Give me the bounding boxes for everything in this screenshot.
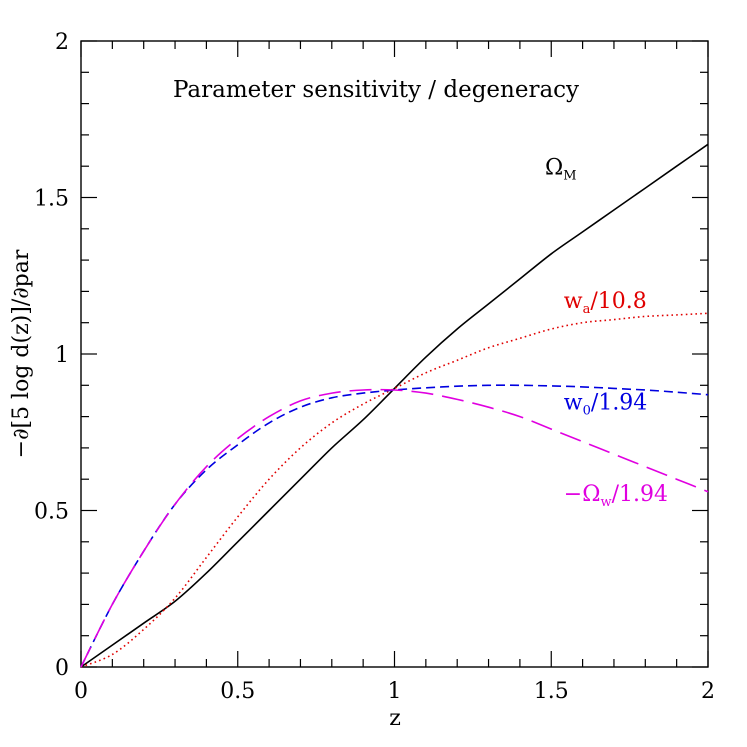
y-tick-label: 1	[55, 343, 69, 368]
y-tick-label: 0	[55, 656, 69, 681]
x-tick-label: 0.5	[220, 679, 255, 704]
wa-series-line	[80, 312, 709, 668]
omega-w-series-line	[80, 388, 709, 668]
ticks	[80, 40, 709, 668]
series-label-main: w	[564, 289, 583, 314]
series-layer	[80, 143, 709, 668]
omega-m-series-line	[80, 143, 709, 668]
y-tick-label: 2	[55, 30, 69, 55]
w0-series-label: w0/1.94	[564, 391, 648, 419]
x-tick-label: 0	[74, 679, 88, 704]
omega-w-series-label: −Ωw/1.94	[564, 482, 668, 510]
x-axis-label: z	[389, 706, 401, 731]
series-label-sub: a	[583, 302, 591, 317]
series-label-sub: w	[600, 495, 611, 510]
series-label-rest: /1.94	[612, 482, 668, 507]
series-label-sub: M	[563, 168, 576, 183]
series-label-main: Ω	[545, 155, 563, 180]
series-label-main: −Ω	[564, 482, 601, 507]
tick-labels: 0 0.5 1 1.5 2 0 0.5 1 1.5 2	[34, 30, 715, 704]
series-label-main: w	[564, 391, 583, 416]
wa-series-label: wa/10.8	[564, 289, 647, 317]
x-tick-label: 2	[701, 679, 715, 704]
y-axis-label: −∂[5 log d(z)]/∂par	[9, 249, 34, 458]
y-tick-label: 1.5	[34, 187, 69, 212]
chart-title: Parameter sensitivity / degeneracy	[173, 77, 579, 103]
x-tick-label: 1	[388, 679, 402, 704]
y-tick-label: 0.5	[34, 500, 69, 525]
series-label-rest: /10.8	[590, 289, 646, 314]
series-label-sub: 0	[583, 404, 591, 419]
x-tick-label: 1.5	[534, 679, 569, 704]
series-label-rest: /1.94	[591, 391, 647, 416]
plot-frame	[80, 40, 709, 668]
omega-m-series-label: ΩM	[545, 155, 577, 183]
w0-series-line	[80, 384, 709, 668]
